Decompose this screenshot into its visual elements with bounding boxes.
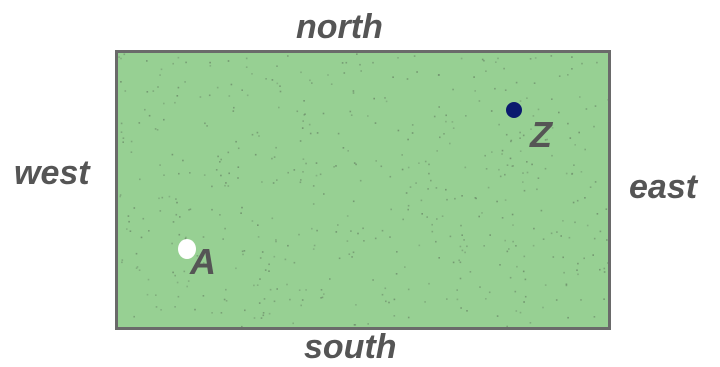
north-label: north [296,8,383,46]
field-texture [118,53,608,327]
south-label: south [304,328,397,366]
point-a-marker [178,239,196,259]
west-label: west [14,154,90,192]
point-a-label: A [190,241,216,282]
east-label: east [629,168,698,206]
green-field [115,50,611,330]
point-z-marker [506,102,522,118]
point-z-label: Z [530,114,552,155]
